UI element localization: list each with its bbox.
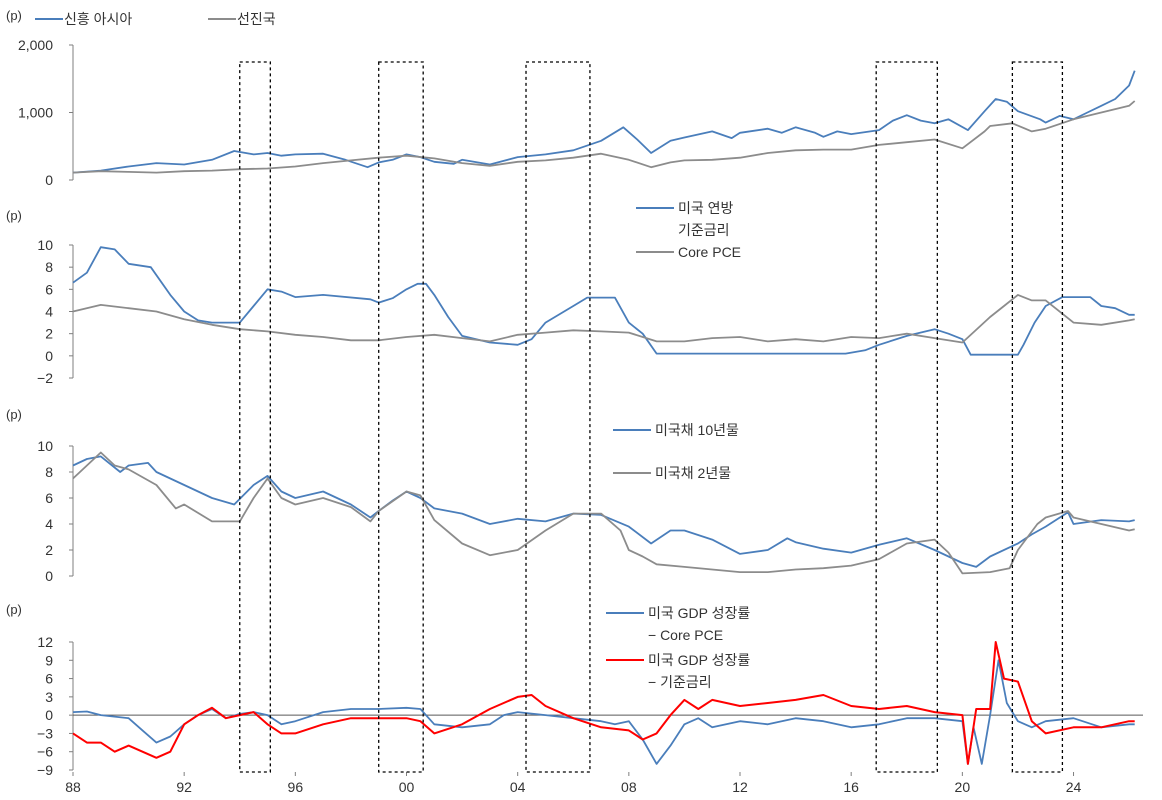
legend-label: Core PCE (678, 244, 741, 260)
y-tick-label: 0 (45, 348, 53, 364)
highlight-box (239, 61, 271, 773)
x-tick-label: 96 (288, 779, 304, 795)
legend-label: 신흥 아시아 (64, 11, 132, 27)
y-tick-label: 12 (37, 634, 53, 650)
y-tick-label: 3 (45, 689, 53, 705)
y-tick-label: 9 (45, 652, 53, 668)
x-tick-label: 04 (510, 779, 526, 795)
series-line-1 (72, 246, 1135, 356)
y-tick-label: 0 (45, 707, 53, 723)
legend-label: − Core PCE (648, 627, 723, 643)
highlight-boxes (239, 61, 1064, 773)
y-tick-label: −3 (37, 725, 53, 741)
x-tick-label: 92 (176, 779, 192, 795)
panel-1: (p) 2,000 1,000 0 신흥 아시아 선진국 (6, 8, 1136, 188)
y-tick-label: −2 (37, 370, 53, 386)
x-axis: 88 92 96 00 04 08 12 16 20 24 (65, 772, 1082, 795)
legend-label: 미국 GDP 성장률 (648, 605, 750, 621)
legend-label: − 기준금리 (648, 674, 712, 690)
x-tick-label: 12 (732, 779, 748, 795)
unit-label: (p) (6, 407, 22, 422)
y-tick-label: 0 (45, 172, 53, 188)
highlight-box (875, 61, 938, 773)
y-tick-label: 2 (45, 326, 53, 342)
y-tick-label: −9 (37, 762, 53, 778)
legend-label: 미국 GDP 성장률 (648, 652, 750, 668)
y-tick-label: 2,000 (18, 37, 53, 53)
y-tick-label: 1,000 (18, 105, 53, 121)
series-line-1 (72, 70, 1136, 174)
highlight-box (378, 61, 424, 773)
legend-label: 미국 연방 (678, 200, 734, 216)
y-tick-label: −6 (37, 744, 53, 760)
y-tick-label: 2 (45, 542, 53, 558)
x-tick-label: 00 (399, 779, 415, 795)
legend-label: 기준금리 (678, 222, 730, 238)
y-tick-label: 4 (45, 516, 53, 532)
x-tick-label: 20 (955, 779, 971, 795)
y-tick-label: 10 (37, 237, 53, 253)
highlight-box (525, 61, 591, 773)
y-tick-label: 6 (45, 671, 53, 687)
panel-4: (p) 12 9 6 3 0 −3 −6 −9 미국 GDP 성장률 − Core PCE 미국 GD… (6, 602, 1143, 778)
y-tick-label: 8 (45, 259, 53, 275)
y-tick-label: 8 (45, 464, 53, 480)
highlight-box (1011, 61, 1064, 773)
series-line-2 (72, 451, 1135, 575)
y-tick-label: 4 (45, 304, 53, 320)
y-tick-label: 10 (37, 438, 53, 454)
y-tick-label: 6 (45, 490, 53, 506)
legend-label: 미국채 10년물 (655, 422, 739, 438)
unit-label: (p) (6, 602, 22, 617)
legend-label: 미국채 2년물 (655, 465, 731, 481)
series-line-2 (72, 294, 1135, 344)
x-tick-label: 08 (621, 779, 637, 795)
y-tick-label: 0 (45, 568, 53, 584)
y-tick-label: 6 (45, 281, 53, 297)
series-line-2 (72, 100, 1136, 174)
unit-label: (p) (6, 8, 22, 23)
x-tick-label: 24 (1066, 779, 1082, 795)
series-line-2 (72, 641, 1135, 765)
series-line-1 (72, 455, 1135, 568)
legend-label: 선진국 (237, 11, 276, 27)
x-tick-label: 88 (65, 779, 81, 795)
x-tick-label: 16 (843, 779, 859, 795)
unit-label: (p) (6, 208, 22, 223)
